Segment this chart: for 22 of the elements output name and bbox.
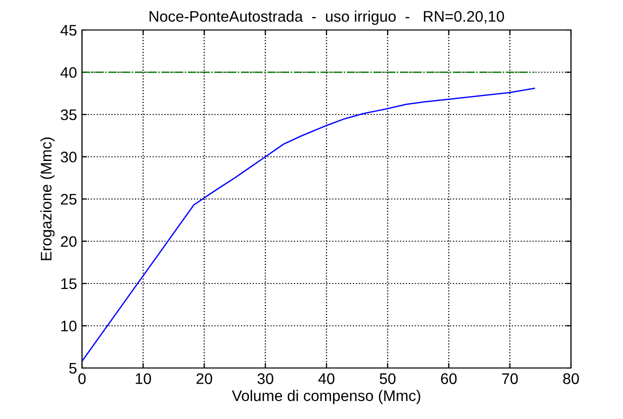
line-series bbox=[82, 88, 535, 362]
y-tick-label: 25 bbox=[60, 194, 76, 205]
x-tick-label: 70 bbox=[502, 373, 518, 384]
y-tick-label: 45 bbox=[60, 25, 76, 36]
chart-title: Noce-PonteAutostrada - uso irriguo - RN=0.20,10 bbox=[150, 10, 504, 25]
x-axis-title: Volume di compenso (Mmc) bbox=[232, 390, 420, 404]
x-tick-label: 80 bbox=[563, 373, 579, 384]
y-tick-label: 20 bbox=[60, 236, 77, 247]
y-axis-title: Erogazione (Mmc) bbox=[40, 138, 55, 260]
y-tick-label: 15 bbox=[61, 278, 76, 290]
x-tick-label: 30 bbox=[257, 373, 274, 384]
y-tick-label: 40 bbox=[60, 67, 77, 78]
x-tick-label: 60 bbox=[441, 373, 457, 384]
y-tick-label: 5 bbox=[69, 363, 76, 374]
x-tick-label: 20 bbox=[196, 373, 212, 384]
x-tick-label: 40 bbox=[318, 373, 334, 384]
y-tick-label: 10 bbox=[61, 320, 77, 332]
x-tick-label: 10 bbox=[136, 373, 152, 384]
y-tick-label: 30 bbox=[60, 152, 77, 162]
x-tick-label: 0 bbox=[78, 373, 86, 384]
x-tick-label: 50 bbox=[380, 373, 396, 384]
y-tick-label: 35 bbox=[60, 109, 76, 120]
